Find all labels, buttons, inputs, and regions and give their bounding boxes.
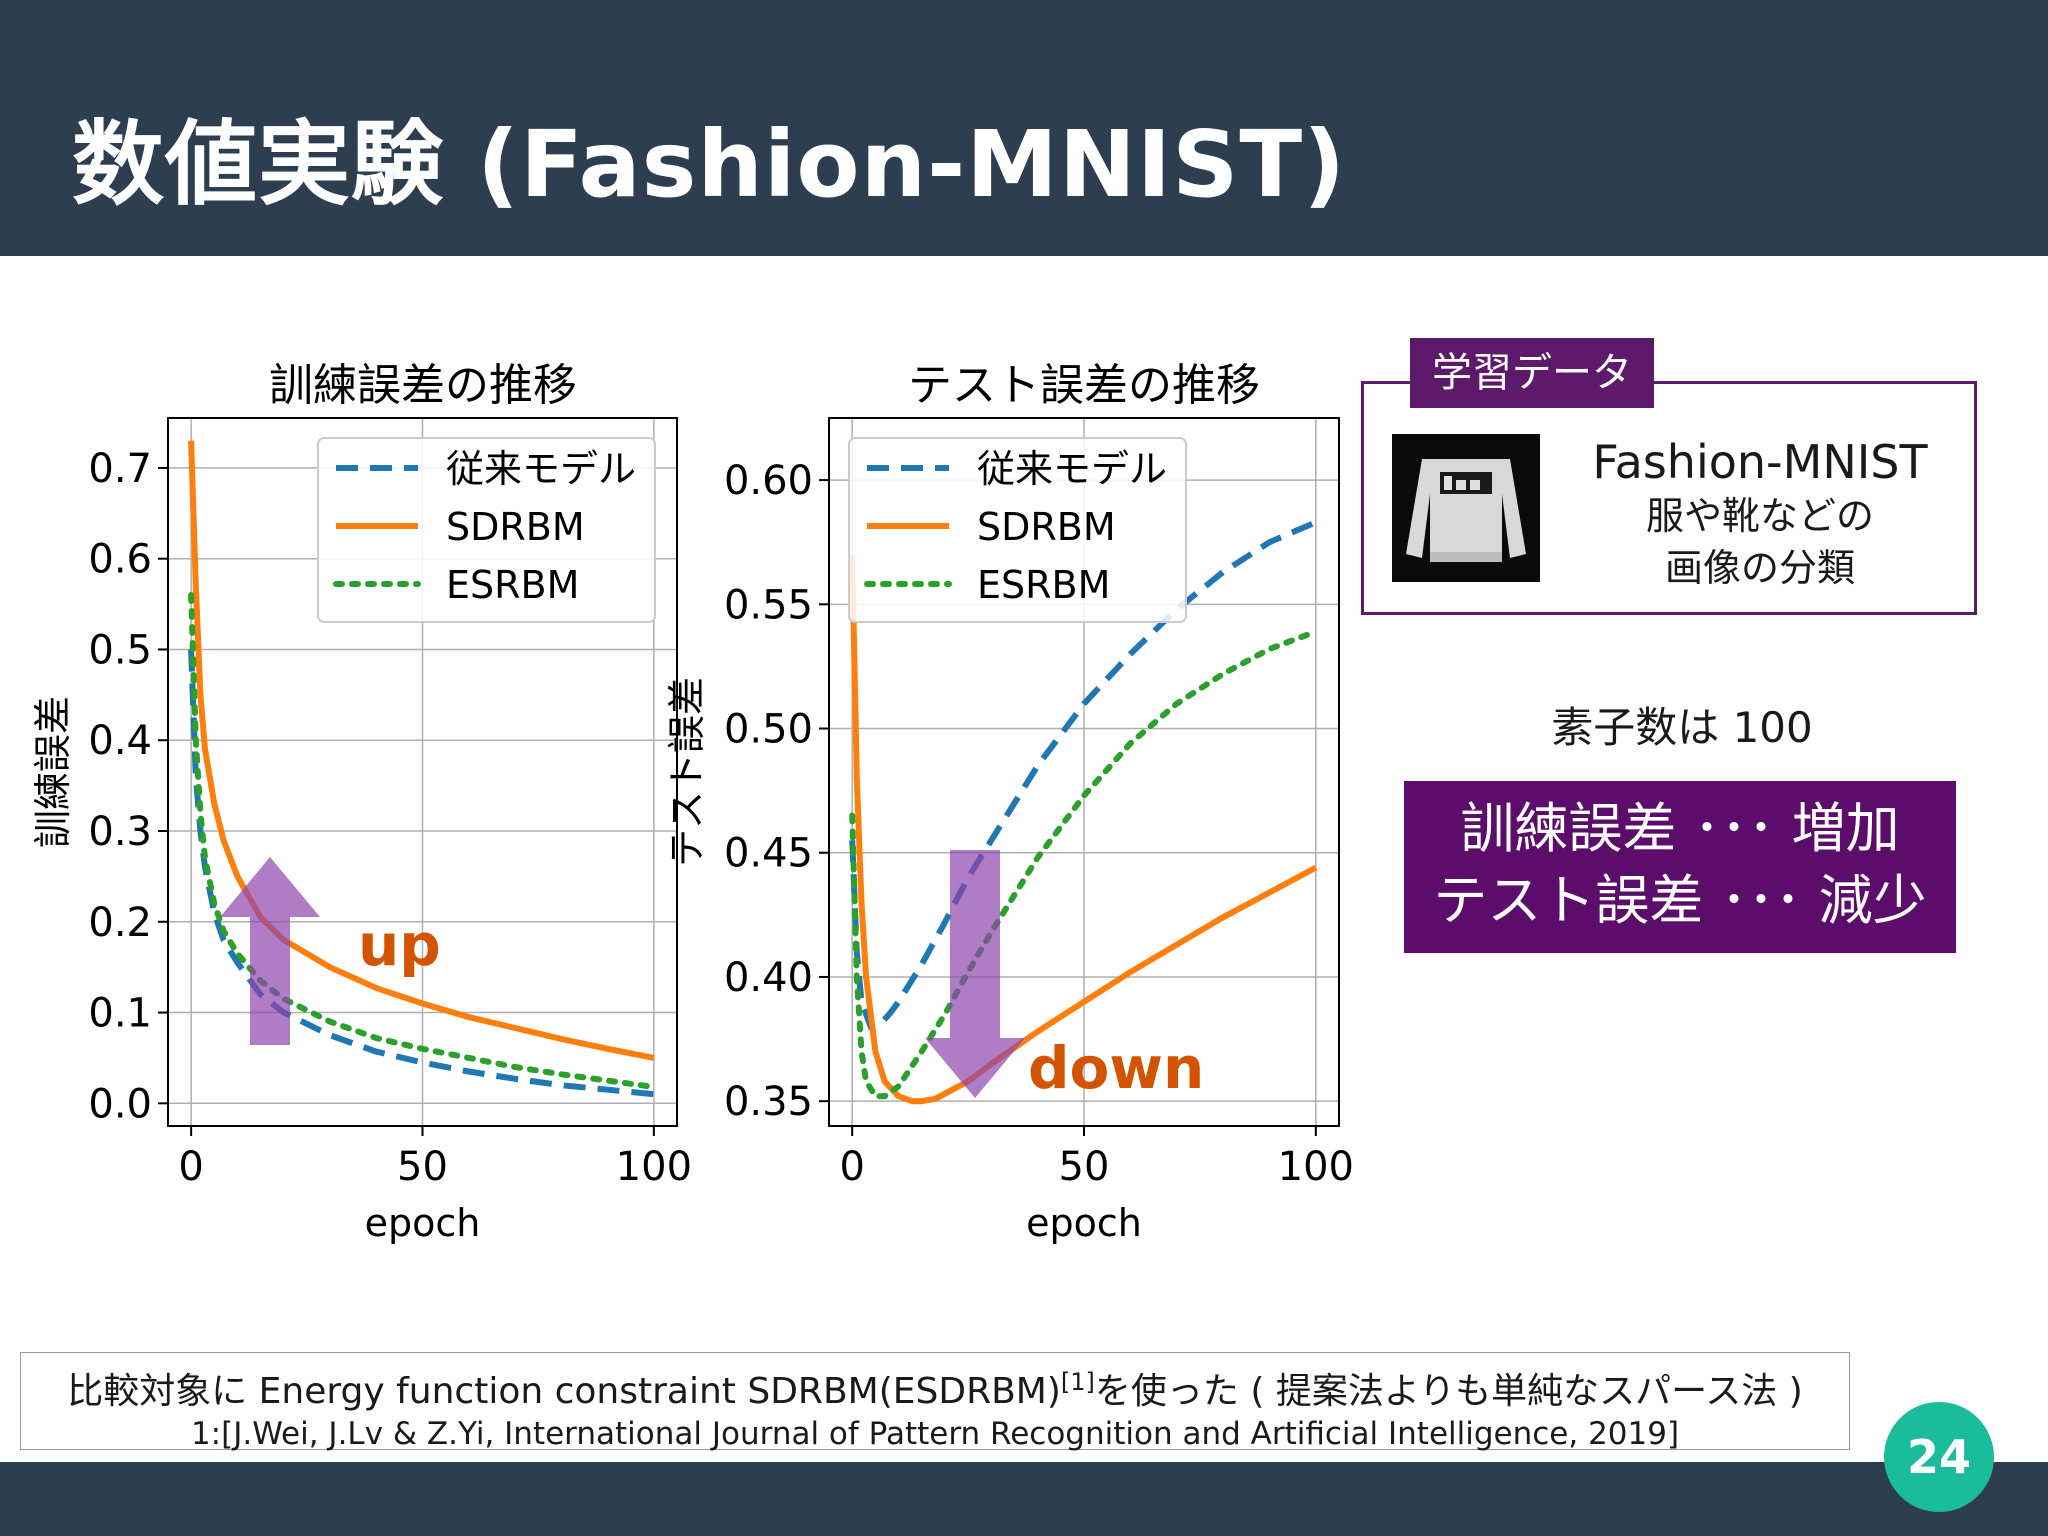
annotation-arrow-up	[220, 857, 320, 1045]
legend-label-3: ESRBM	[446, 563, 579, 607]
x-tick-label: 50	[397, 1144, 448, 1190]
neuron-count: 素子数は 100	[1551, 703, 1813, 752]
legend-label-2: SDRBM	[977, 505, 1116, 549]
sweater-image-icon	[1392, 434, 1540, 582]
legend-box	[317, 437, 656, 623]
y-tick-label: 0.1	[88, 991, 152, 1037]
y-tick-label: 0.6	[88, 537, 152, 583]
y-tick-label: 0.45	[724, 831, 813, 877]
dataset-description-2: 画像の分類	[1664, 546, 1855, 590]
x-tick-label: 50	[1059, 1144, 1110, 1190]
y-tick-label: 0.50	[724, 707, 813, 753]
citation-rest: を使った ( 提案法よりも単純なスパース法 )	[1094, 1371, 1803, 1412]
legend-label-2: SDRBM	[446, 505, 585, 549]
citation-line-2: 1:[J.Wei, J.Lv & Z.Yi, International Jou…	[190, 1416, 1680, 1452]
annotation-label-up: up	[358, 911, 441, 979]
x-tick-label: 100	[1278, 1144, 1354, 1190]
slide-header: 数値実験 (Fashion-MNIST)	[0, 0, 2048, 256]
chart-2: 0 50 100 0.35 0.40 0.45 0.50 0.55 0.60 テスト誤差の推移 ep…	[665, 360, 1354, 1245]
result-line-test: テスト誤差 ･･･ 減少	[1433, 869, 1927, 932]
x-axis-label: epoch	[1026, 1201, 1142, 1245]
result-summary-box: 訓練誤差 ･･･ 増加 テスト誤差 ･･･ 減少	[1404, 781, 1956, 953]
result-line-train: 訓練誤差 ･･･ 増加	[1460, 797, 1900, 860]
citation-main: 比較対象に Energy function constraint SDRBM(E…	[67, 1371, 1061, 1412]
legend-label-1: 従来モデル	[446, 447, 636, 491]
chart-title: 訓練誤差の推移	[269, 360, 577, 411]
citation-line-1: 比較対象に Energy function constraint SDRBM(E…	[21, 1359, 1849, 1415]
legend-label-1: 従来モデル	[977, 447, 1167, 491]
page-number-badge: 24	[1884, 1402, 1994, 1512]
training-data-text: Fashion-MNIST 服や靴などの 画像の分類	[1570, 434, 1950, 594]
fashion-mnist-sample-image	[1392, 434, 1540, 582]
y-tick-label: 0.2	[88, 900, 152, 946]
y-axis-label: 訓練誤差	[31, 696, 75, 848]
y-axis-label: テスト誤差	[665, 677, 709, 867]
y-tick-label: 0.55	[724, 582, 813, 628]
y-tick-label: 0.40	[724, 955, 813, 1001]
y-tick-label: 0.7	[88, 446, 152, 492]
y-tick-label: 0.60	[724, 458, 813, 504]
annotation-arrow-down	[925, 850, 1025, 1098]
x-tick-label: 0	[839, 1144, 864, 1190]
chart-1: 0 50 100 0.0 0.1 0.2 0.3 0.4 0.5 0.6 0.7 訓練誤差の推移 epo…	[31, 360, 692, 1245]
x-axis-label: epoch	[365, 1201, 481, 1245]
training-data-tag: 学習データ	[1410, 338, 1654, 408]
legend-box	[848, 437, 1187, 623]
dataset-description-1: 服や靴などの	[1645, 494, 1874, 538]
y-tick-label: 0.5	[88, 627, 152, 673]
series-line-2	[849, 554, 1318, 1105]
y-tick-label: 0.35	[724, 1079, 813, 1125]
y-tick-label: 0.0	[88, 1081, 152, 1127]
chart-title: テスト誤差の推移	[908, 360, 1260, 411]
citation-ref: [1]	[1060, 1368, 1095, 1396]
y-tick-label: 0.3	[88, 809, 152, 855]
y-tick-label: 0.4	[88, 718, 152, 764]
citation-box: 比較対象に Energy function constraint SDRBM(E…	[20, 1352, 1850, 1452]
x-tick-label: 0	[178, 1144, 203, 1190]
slide-footer	[0, 1462, 2048, 1536]
slide-title: 数値実験 (Fashion-MNIST)	[72, 111, 1347, 218]
dataset-name: Fashion-MNIST	[1592, 435, 1928, 489]
x-tick-label: 100	[616, 1144, 692, 1190]
annotation-label-down: down	[1028, 1034, 1204, 1102]
legend-label-3: ESRBM	[977, 563, 1110, 607]
